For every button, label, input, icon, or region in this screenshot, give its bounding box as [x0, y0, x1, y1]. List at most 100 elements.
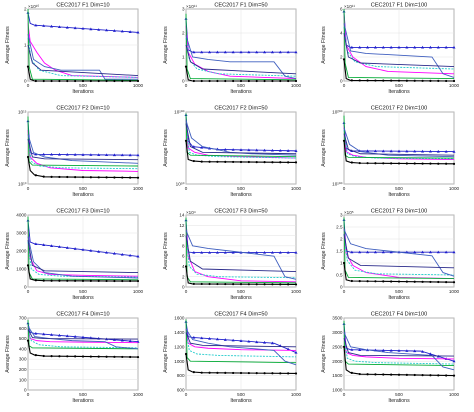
series-marker [200, 371, 203, 374]
y-tick-label: 10²⁰⁰ [332, 110, 342, 115]
series-marker [105, 279, 108, 283]
y-tick-label: 4 [340, 31, 343, 36]
chart-panel: CEC2017 F4 Dim=10 0 100 200 300 400 500 600 700 0… [0, 309, 158, 412]
series-marker [58, 175, 61, 179]
series-marker [405, 349, 409, 352]
series-marker [128, 339, 132, 343]
series-line [343, 129, 455, 160]
y-axis-label: Average Fitness [321, 26, 327, 64]
series-marker [89, 279, 92, 282]
x-tick-label: 0 [343, 186, 346, 191]
series-marker [113, 279, 116, 283]
series-line [185, 13, 297, 81]
series-marker [390, 373, 393, 376]
series-marker [73, 26, 77, 30]
series-marker [374, 280, 377, 283]
series-marker [128, 253, 132, 257]
chart-title: CEC2017 F2 Dim=100 [371, 106, 427, 112]
y-tick-label: 2 [340, 237, 343, 242]
x-axis-label: Iterations [388, 89, 410, 95]
y-axis-label: Average Fitness [163, 335, 169, 373]
series-marker [239, 79, 243, 83]
x-tick-label: 0 [185, 83, 188, 88]
series-marker [255, 148, 259, 152]
y-axis-label: Average Fitness [163, 232, 169, 270]
series-marker [397, 162, 401, 165]
x-axis-label: Iterations [230, 192, 252, 198]
series-marker [89, 355, 92, 358]
series-marker [413, 280, 416, 283]
series-marker [50, 333, 54, 336]
series-marker [397, 45, 401, 49]
series-marker [129, 176, 132, 179]
series-marker [366, 45, 370, 49]
y-tick-label: 2 [182, 31, 185, 36]
y-tick-label: 1400 [174, 330, 185, 335]
series-marker [184, 352, 188, 356]
series-line [185, 123, 297, 159]
chart-svg: CEC2017 F2 Dim=50 10⁵⁰ 10¹⁰⁰ 0 500 1000 Iterat… [163, 106, 302, 199]
series-line [185, 235, 297, 279]
chart-panel: CEC2017 F4 Dim=100 1000 1500 2000 2500 3000 35… [316, 309, 474, 412]
series-marker [81, 355, 85, 358]
x-tick-label: 0 [343, 289, 346, 294]
series-marker [120, 338, 124, 342]
y-exponent-label: ×10¹⁰ [28, 4, 39, 9]
series-marker [413, 45, 417, 49]
series-marker [136, 79, 140, 83]
series-line [343, 127, 455, 158]
y-tick-label: 1000 [332, 388, 343, 393]
series-marker [50, 79, 53, 83]
series-marker [224, 160, 227, 163]
chart-panel: CEC2017 F3 Dim=10 0 1000 2000 3000 4000 0 500 10… [0, 206, 158, 309]
series-marker [26, 155, 30, 159]
series-marker [74, 79, 77, 83]
series-marker [436, 149, 440, 153]
series-marker [428, 149, 432, 153]
series-marker [413, 162, 416, 165]
chart-svg: CEC2017 F4 Dim=50 600 800 1000 1200 1400 1600 0… [163, 312, 302, 405]
chart-svg: CEC2017 F2 Dim=10 10¹⁰ 10¹⁵ 0 500 1000 Iterati… [5, 106, 144, 199]
x-tick-label: 500 [237, 186, 245, 191]
series-marker [42, 354, 45, 358]
series-marker [200, 336, 204, 340]
series-marker [208, 371, 211, 374]
series-marker [452, 150, 456, 153]
x-tick-label: 1000 [291, 392, 302, 397]
series-marker [294, 372, 298, 375]
y-tick-label: 6 [340, 7, 343, 12]
series-marker [192, 145, 196, 148]
series-marker [223, 50, 227, 54]
series-line [27, 44, 139, 77]
series-marker [421, 149, 425, 153]
y-axis-label: Average Fitness [163, 129, 169, 167]
y-exponent-label: ×10⁵ [344, 210, 354, 215]
series-marker [421, 280, 424, 283]
series-marker [279, 79, 282, 83]
series-marker [57, 333, 61, 337]
series-marker [413, 349, 417, 353]
series-marker [136, 30, 140, 34]
series-marker [74, 355, 77, 358]
y-tick-label: 10¹⁰ [18, 182, 27, 187]
series-marker [436, 250, 440, 254]
x-tick-label: 0 [343, 83, 346, 88]
series-marker [358, 348, 362, 351]
series-marker [287, 79, 290, 83]
chart-panel: CEC2017 F1 Dim=10 0 1 2 0 500 1000 ×10¹⁰ Iterati… [0, 0, 158, 103]
y-exponent-label: ×10¹¹ [186, 4, 197, 9]
y-axis-label: Average Fitness [5, 129, 11, 167]
series-line [343, 323, 455, 362]
y-tick-label: 3 [182, 7, 185, 12]
x-tick-label: 0 [27, 83, 30, 88]
x-tick-label: 500 [395, 289, 403, 294]
series-marker [437, 79, 440, 83]
series-marker [342, 261, 346, 265]
series-marker [255, 283, 258, 286]
series-marker [444, 250, 448, 254]
series-marker [255, 79, 258, 83]
series-marker [42, 243, 46, 247]
series-marker [97, 279, 100, 283]
series-marker [239, 339, 243, 342]
y-exponent-label: ×10⁴ [186, 210, 196, 215]
